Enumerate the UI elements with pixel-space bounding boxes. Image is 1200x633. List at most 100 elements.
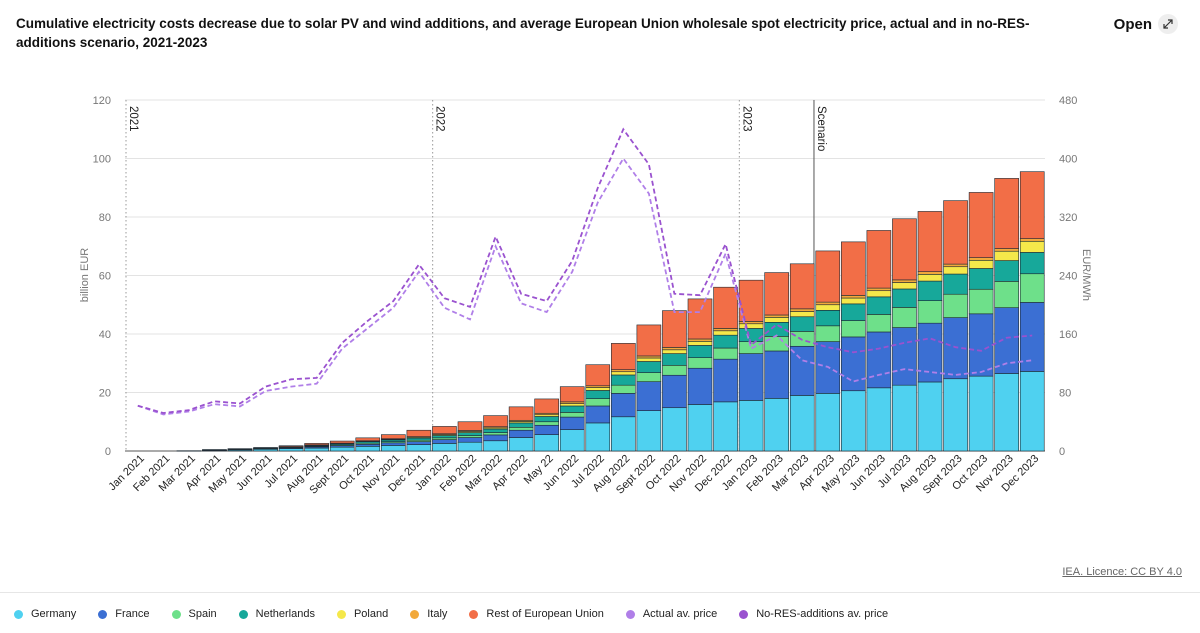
bar-segment bbox=[304, 443, 329, 446]
bar-segment bbox=[815, 325, 841, 342]
bar-segment bbox=[968, 268, 994, 290]
y-tick-right: 480 bbox=[1059, 95, 1077, 107]
bar-segment bbox=[355, 443, 381, 447]
legend-item[interactable]: France bbox=[98, 608, 150, 620]
legend-item[interactable]: Germany bbox=[14, 608, 76, 620]
bar-segment bbox=[764, 398, 789, 452]
open-button[interactable]: Open bbox=[1114, 14, 1178, 34]
legend-label: Poland bbox=[353, 608, 389, 620]
bar-segment bbox=[687, 341, 713, 346]
bar-segment bbox=[917, 381, 943, 452]
legend-item[interactable]: Poland bbox=[336, 608, 389, 620]
bar-segment bbox=[738, 321, 764, 325]
bar-segment bbox=[508, 427, 534, 431]
bar-segment bbox=[994, 260, 1019, 282]
bar-segment bbox=[687, 338, 713, 342]
bar-segment bbox=[713, 347, 738, 360]
y-tick-right: 240 bbox=[1059, 271, 1077, 283]
bar-segment bbox=[432, 435, 457, 439]
y-tick-left: 40 bbox=[99, 329, 111, 341]
bar-segment bbox=[943, 378, 968, 452]
bar-segment bbox=[892, 288, 917, 308]
bar-segment bbox=[815, 304, 841, 311]
bar-segment bbox=[968, 288, 994, 315]
open-label: Open bbox=[1113, 15, 1152, 33]
y-tick-right: 400 bbox=[1059, 154, 1077, 166]
bar-segment bbox=[968, 313, 994, 377]
bar-segment bbox=[789, 345, 815, 396]
bar-segment bbox=[636, 372, 662, 382]
legend-item[interactable]: Actual av. price bbox=[625, 608, 717, 620]
bar-segment bbox=[687, 367, 713, 405]
legend-item[interactable]: Italy bbox=[410, 608, 447, 620]
bar-segment bbox=[738, 400, 764, 452]
bar-segment bbox=[611, 416, 636, 452]
bar-segment bbox=[585, 422, 611, 452]
bar-segment bbox=[943, 266, 968, 275]
bar-segment bbox=[636, 361, 662, 373]
legend-marker bbox=[469, 609, 479, 619]
bar-segment bbox=[841, 320, 866, 338]
bar-segment bbox=[968, 192, 994, 258]
bar-segment bbox=[483, 440, 508, 452]
y-tick-left: 80 bbox=[99, 212, 111, 224]
bar-segment bbox=[406, 444, 432, 452]
legend-item[interactable]: Spain bbox=[171, 608, 217, 620]
bar-segment bbox=[789, 331, 815, 347]
licence-link[interactable]: IEA. Licence: CC BY 4.0 bbox=[1062, 566, 1182, 578]
bar-segment bbox=[892, 282, 917, 290]
bar-segment bbox=[841, 297, 866, 305]
bar-segment bbox=[662, 310, 687, 348]
bar-segment bbox=[789, 395, 815, 452]
bar-segment bbox=[917, 211, 943, 272]
bar-segment bbox=[559, 405, 585, 413]
bar-segment bbox=[611, 393, 636, 418]
bar-segment bbox=[789, 308, 815, 312]
bar-segment bbox=[738, 328, 764, 342]
legend-item[interactable]: No-RES-additions av. price bbox=[739, 608, 888, 620]
bar-segment bbox=[611, 343, 636, 370]
bar-segment bbox=[662, 347, 687, 351]
legend-label: Rest of European Union bbox=[486, 608, 604, 620]
bar-segment bbox=[1019, 240, 1045, 253]
legend-marker bbox=[410, 609, 420, 619]
bar-segment bbox=[611, 384, 636, 394]
bar-segment bbox=[636, 355, 662, 359]
bar-segment bbox=[866, 287, 892, 292]
y-tick-right: 160 bbox=[1059, 329, 1077, 341]
bar-segment bbox=[636, 357, 662, 362]
bar-segment bbox=[713, 334, 738, 349]
bar-segment bbox=[585, 387, 611, 391]
bar-segment bbox=[943, 293, 968, 318]
bar-segment bbox=[662, 364, 687, 376]
bar-segment bbox=[559, 416, 585, 430]
bar-segment bbox=[713, 286, 738, 329]
bar-segment bbox=[866, 230, 892, 289]
bar-segment bbox=[559, 403, 585, 407]
bar-segment bbox=[892, 327, 917, 386]
legend-label: Germany bbox=[31, 608, 77, 620]
bar-segment bbox=[917, 280, 943, 301]
bar-segment bbox=[841, 336, 866, 392]
bar-segment bbox=[559, 386, 585, 403]
annotation-label: 2022 bbox=[434, 106, 446, 132]
bar-segment bbox=[687, 298, 713, 340]
bar-segment bbox=[662, 349, 687, 354]
y-tick-right: 320 bbox=[1059, 212, 1077, 224]
legend-item[interactable]: Rest of European Union bbox=[469, 608, 604, 620]
y-axis-label-right: EUR/MWh bbox=[1080, 249, 1092, 301]
bar-segment bbox=[432, 426, 457, 435]
y-tick-right: 0 bbox=[1059, 446, 1065, 458]
bar-segment bbox=[636, 324, 662, 357]
bar-segment bbox=[994, 178, 1019, 249]
y-tick-left: 20 bbox=[99, 388, 111, 400]
bar-segment bbox=[406, 441, 432, 445]
bar-segment bbox=[687, 404, 713, 452]
bar-segment bbox=[738, 353, 764, 401]
legend-item[interactable]: Netherlands bbox=[238, 608, 315, 620]
bar-segment bbox=[508, 429, 534, 438]
legend-label: Netherlands bbox=[255, 608, 315, 620]
bar-segment bbox=[559, 429, 585, 452]
bar-segment bbox=[841, 241, 866, 296]
bar-segment bbox=[457, 432, 483, 436]
